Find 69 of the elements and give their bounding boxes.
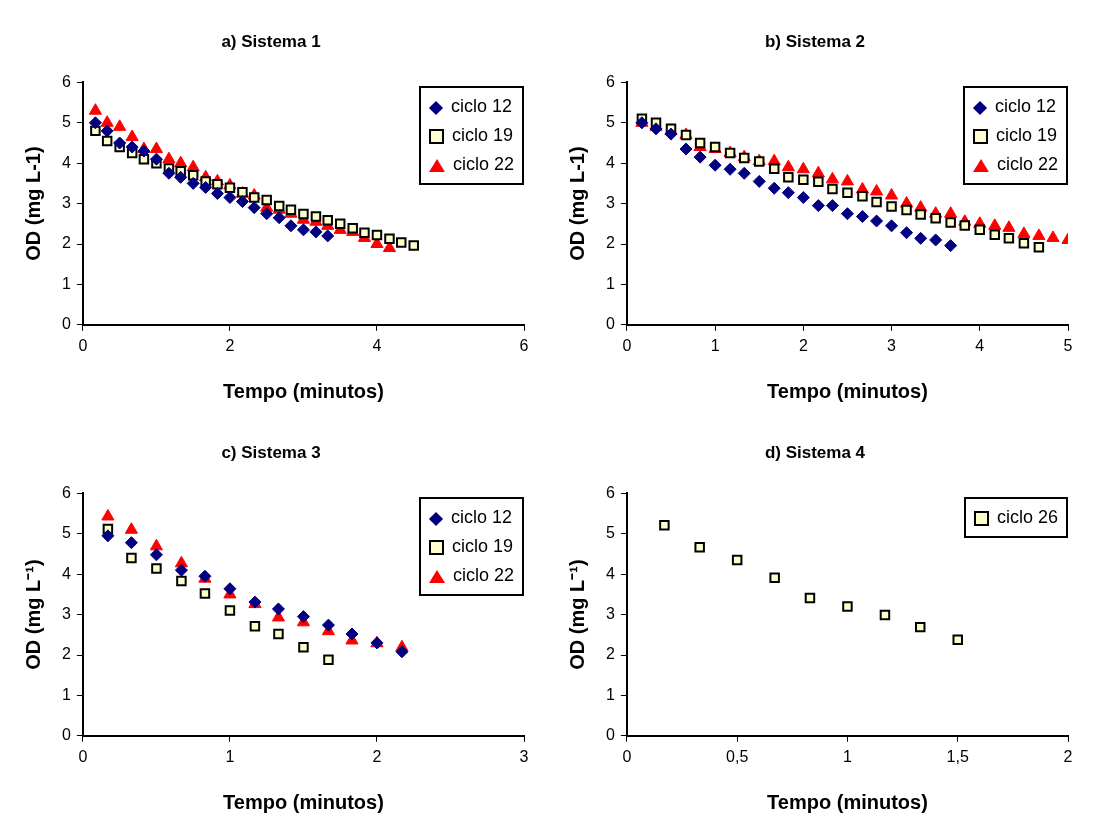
x-tick-label: 3 [519, 747, 529, 765]
legend-label: ciclo 22 [996, 154, 1058, 175]
x-tick-label: 1 [225, 747, 235, 765]
y-tick-label: 3 [605, 194, 615, 212]
y-tick-label: 1 [61, 685, 71, 703]
x-axis-title: Tempo (minutos) [767, 790, 928, 813]
legend-label: ciclo 26 [996, 507, 1058, 528]
y-axis-title: OD (mg L⁻¹) [21, 559, 44, 670]
y-tick-label: 0 [61, 726, 71, 744]
y-tick-label: 4 [61, 153, 71, 171]
x-tick-label: 1,5 [946, 747, 969, 765]
x-tick-label: 4 [372, 336, 382, 354]
y-tick-label: 3 [61, 605, 71, 623]
y-tick-label: 6 [61, 72, 71, 90]
legend-label: ciclo 22 [452, 154, 514, 175]
y-tick-label: 4 [605, 153, 615, 171]
legend-label: ciclo 12 [994, 96, 1056, 117]
y-tick-label: 5 [605, 524, 615, 542]
y-tick-label: 3 [605, 605, 615, 623]
x-axis-title: Tempo (minutos) [223, 790, 384, 813]
y-axis-title: OD (mg L⁻¹) [565, 559, 588, 670]
x-tick-label: 0,5 [726, 747, 749, 765]
x-tick-label: 5 [1063, 336, 1073, 354]
y-tick-label: 2 [61, 234, 71, 252]
x-tick-label: 0 [78, 336, 88, 354]
x-tick-label: 3 [887, 336, 897, 354]
y-tick-label: 5 [61, 113, 71, 131]
y-tick-label: 2 [605, 234, 615, 252]
x-tick-label: 1 [710, 336, 720, 354]
y-tick-label: 1 [61, 274, 71, 292]
x-tick-label: 2 [1063, 747, 1073, 765]
chart-title: b) Sistema 2 [764, 31, 866, 51]
y-tick-label: 6 [605, 72, 615, 90]
x-tick-label: 2 [798, 336, 808, 354]
y-tick-label: 0 [61, 315, 71, 333]
x-tick-label: 0 [78, 747, 88, 765]
y-tick-label: 0 [605, 726, 615, 744]
y-axis-title: OD (mg L-1) [565, 146, 588, 261]
legend-label: ciclo 12 [450, 507, 512, 528]
legend-label: ciclo 19 [995, 125, 1057, 146]
y-tick-label: 5 [605, 113, 615, 131]
y-tick-label: 1 [605, 274, 615, 292]
x-tick-label: 1 [843, 747, 852, 765]
x-tick-label: 6 [519, 336, 529, 354]
chart-title: c) Sistema 3 [221, 442, 321, 462]
x-tick-label: 2 [225, 336, 235, 354]
y-tick-label: 0 [605, 315, 615, 333]
x-tick-label: 2 [372, 747, 382, 765]
x-axis-title: Tempo (minutos) [767, 379, 928, 402]
legend-label: ciclo 19 [451, 536, 513, 557]
legend-label: ciclo 19 [451, 125, 513, 146]
y-axis-title: OD (mg L-1) [21, 146, 44, 261]
chart-title: a) Sistema 1 [221, 31, 321, 51]
y-tick-label: 6 [605, 483, 615, 501]
y-tick-label: 6 [61, 483, 71, 501]
y-tick-label: 2 [605, 645, 615, 663]
y-tick-label: 5 [61, 524, 71, 542]
x-tick-label: 0 [622, 336, 632, 354]
chart-title: d) Sistema 4 [764, 442, 866, 462]
legend-label: ciclo 22 [452, 565, 514, 586]
y-tick-label: 2 [61, 645, 71, 663]
x-tick-label: 0 [622, 747, 632, 765]
y-tick-label: 4 [605, 564, 615, 582]
y-tick-label: 3 [61, 194, 71, 212]
x-axis-title: Tempo (minutos) [223, 379, 384, 402]
y-tick-label: 4 [61, 564, 71, 582]
x-tick-label: 4 [975, 336, 985, 354]
legend-label: ciclo 12 [450, 96, 512, 117]
y-tick-label: 1 [605, 685, 615, 703]
